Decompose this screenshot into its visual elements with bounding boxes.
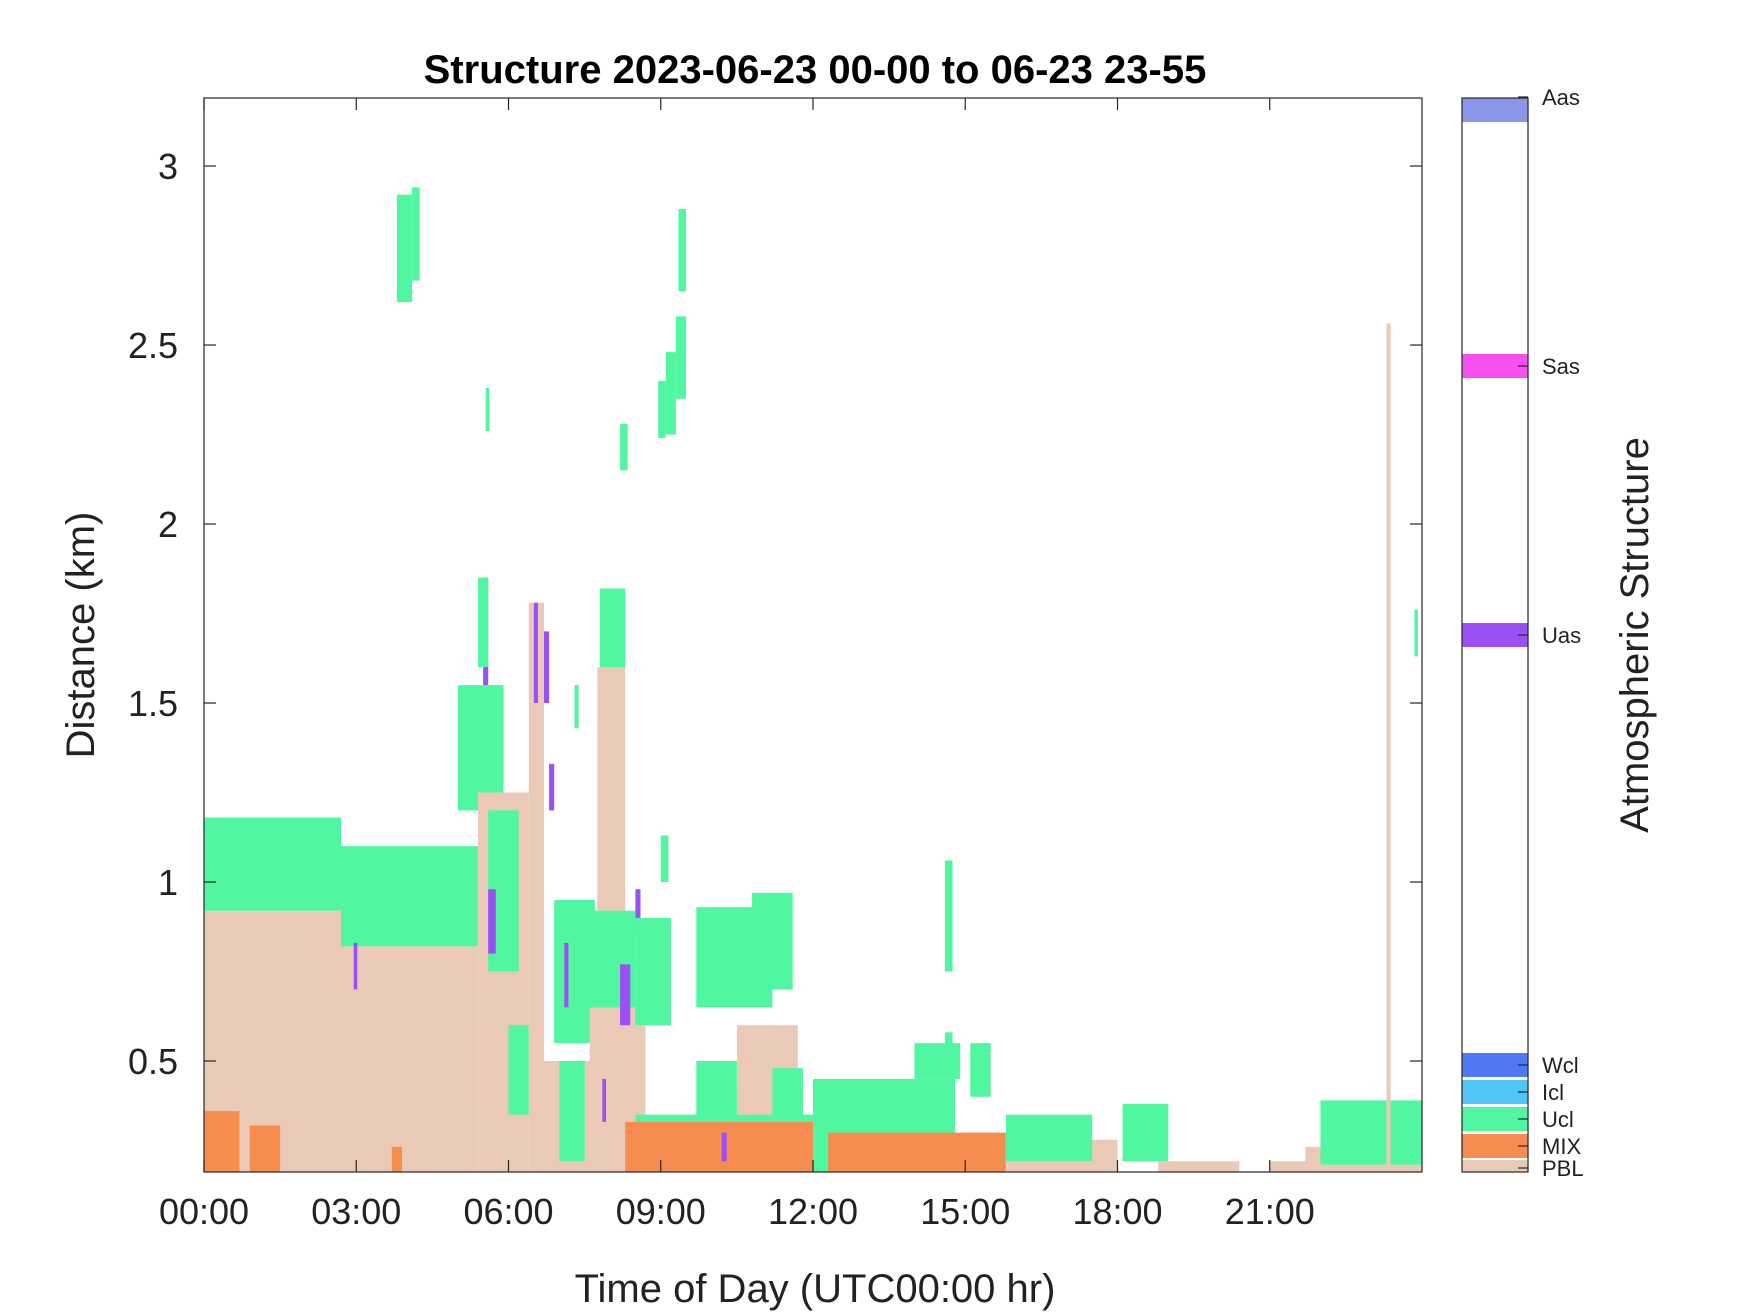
segment-uas <box>549 763 555 811</box>
colorbar-swatch-mix <box>1462 1134 1528 1158</box>
colorbar-swatch-uas <box>1462 623 1528 647</box>
segment-ucl <box>1005 1114 1093 1162</box>
segment-mix <box>249 1125 281 1172</box>
segment-ucl <box>204 817 341 911</box>
y-tick-label: 2 <box>158 504 178 545</box>
x-tick-label: 21:00 <box>1225 1191 1315 1232</box>
segment-ucl <box>970 1043 991 1097</box>
colorbar-swatch-sas <box>1462 354 1528 378</box>
segment-ucl <box>752 892 793 990</box>
segment-ucl <box>658 380 666 439</box>
segment-mix <box>625 1121 813 1172</box>
segment-uas <box>488 889 496 954</box>
segment-ucl <box>1122 1104 1169 1162</box>
colorbar-label-aas: Aas <box>1542 85 1580 110</box>
segment-uas <box>602 1078 606 1122</box>
segment-ucl <box>1320 1100 1422 1165</box>
y-tick-label: 3 <box>158 146 178 187</box>
segment-ucl <box>412 187 420 281</box>
x-axis-label: Time of Day (UTC00:00 hr) <box>575 1267 1056 1311</box>
segment-ucl <box>478 577 489 668</box>
segment-ucl <box>396 194 413 303</box>
chart-title: Structure 2023-06-23 00-00 to 06-23 23-5… <box>424 48 1207 92</box>
colorbar-swatch-icl <box>1462 1080 1528 1104</box>
segment-ucl <box>574 685 579 729</box>
segment-ucl <box>660 835 669 882</box>
colorbar-swatch-aas <box>1462 98 1528 122</box>
segment-pbl <box>1320 1164 1422 1172</box>
x-tick-label: 03:00 <box>311 1191 401 1232</box>
plot-cells <box>204 98 1422 1172</box>
colorbar-label-mix: MIX <box>1542 1134 1581 1159</box>
segment-ucl <box>559 1061 585 1162</box>
segment-ucl <box>696 1061 737 1119</box>
segment-ucl <box>635 917 671 1026</box>
x-tick-label: 18:00 <box>1072 1191 1162 1232</box>
segment-ucl <box>944 1032 953 1061</box>
y-tick-label: 1 <box>158 862 178 903</box>
segment-uas <box>564 942 569 1008</box>
segment-ucl <box>678 209 687 292</box>
segment-ucl <box>554 899 595 1044</box>
segment-ucl <box>508 1025 529 1115</box>
y-tick-label: 0.5 <box>128 1041 178 1082</box>
segment-uas <box>620 964 631 1026</box>
segment-pbl <box>341 946 478 1172</box>
colorbar-label-ucl: Ucl <box>1542 1107 1574 1132</box>
colorbar-swatch-ucl <box>1462 1107 1528 1131</box>
segment-uas <box>635 889 641 936</box>
colorbar-label-pbl: PBL <box>1542 1156 1584 1181</box>
segment-ucl <box>914 1043 961 1079</box>
segment-ucl <box>341 846 478 947</box>
x-tick-label: 12:00 <box>768 1191 858 1232</box>
colorbar-label-sas: Sas <box>1542 354 1580 379</box>
x-tick-label: 06:00 <box>463 1191 553 1232</box>
segment-uas <box>544 631 550 703</box>
segment-ucl <box>599 588 626 668</box>
segment-pbl <box>1305 1146 1321 1172</box>
segment-ucl <box>485 388 490 431</box>
segment-ucl <box>620 423 628 471</box>
x-tick-label: 15:00 <box>920 1191 1010 1232</box>
segment-pbl <box>528 602 544 1172</box>
axes: 00:00 03:00 06:00 09:00 12:00 15:00 18:00 21:00… <box>128 97 1423 1232</box>
x-tick-label: 09:00 <box>616 1191 706 1232</box>
y-tick-label: 2.5 <box>128 325 178 366</box>
segment-ucl <box>944 860 953 972</box>
segment-pbl <box>1158 1161 1240 1172</box>
segment-mix <box>828 1132 1006 1172</box>
segment-uas <box>721 1132 727 1162</box>
segment-uas <box>353 942 358 990</box>
colorbar-label-icl: Icl <box>1542 1080 1564 1105</box>
x-tick-label: 00:00 <box>159 1191 249 1232</box>
y-tick-label: 1.5 <box>128 683 178 724</box>
segment-ucl <box>676 316 687 399</box>
colorbar-swatch-wcl <box>1462 1053 1528 1077</box>
colorbar-swatch-pbl <box>1462 1160 1528 1172</box>
segment-ucl <box>665 352 676 435</box>
segment-ucl <box>1414 609 1418 657</box>
segment-mix <box>391 1146 402 1172</box>
y-axis-label: Distance (km) <box>59 512 103 759</box>
segment-mix <box>204 1111 240 1172</box>
segment-pbl <box>1386 323 1391 1172</box>
colorbar-label: Atmospheric Structure <box>1613 437 1657 833</box>
colorbar-label-uas: Uas <box>1542 623 1581 648</box>
colorbar-label-wcl: Wcl <box>1542 1053 1579 1078</box>
segment-uas <box>533 602 538 703</box>
segment-ucl <box>457 685 504 811</box>
segment-pbl <box>1269 1161 1311 1172</box>
